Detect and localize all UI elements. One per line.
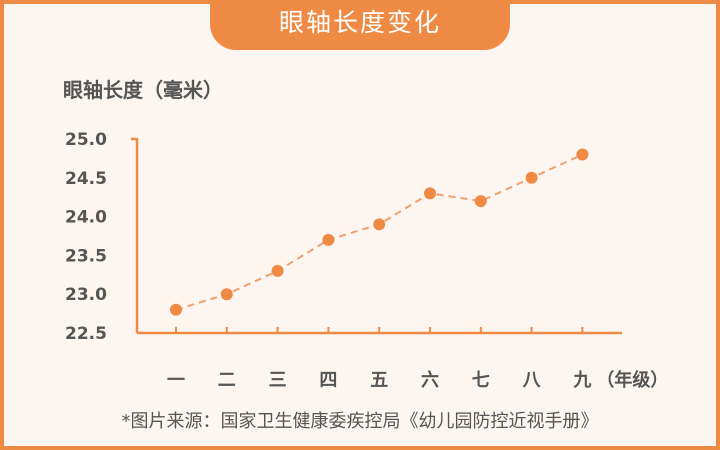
y-axis-label: 眼轴长度（毫米） xyxy=(63,78,223,102)
data-point xyxy=(424,187,436,200)
data-point xyxy=(170,303,182,316)
data-point xyxy=(373,218,386,231)
source-note: *图片来源：国家卫生健康委疾控局《幼儿园防控近视手册》 xyxy=(121,411,599,432)
x-tick-label: 六 xyxy=(421,369,439,391)
x-tick-label: 四 xyxy=(319,370,337,391)
x-tick-label: 七 xyxy=(472,370,490,391)
chart-title: 眼轴长度变化 xyxy=(278,8,441,37)
data-point xyxy=(576,148,589,161)
y-tick-label: 24.0 xyxy=(65,208,107,228)
data-point xyxy=(322,233,335,246)
data-point xyxy=(525,171,538,184)
y-tick-label: 23.5 xyxy=(65,246,107,266)
x-tick-label: 八 xyxy=(523,370,542,391)
x-axis-label: （年级） xyxy=(596,369,668,391)
y-tick-label: 22.5 xyxy=(65,324,107,344)
x-tick-label: 一 xyxy=(167,370,185,391)
title-tab: 眼轴长度变化 xyxy=(210,0,510,50)
y-tick-label: 25.0 xyxy=(65,130,107,150)
x-tick-label: 九 xyxy=(572,370,591,391)
y-tick-label: 24.5 xyxy=(65,169,107,189)
y-tick-label: 23.0 xyxy=(65,285,107,305)
data-point xyxy=(220,288,233,301)
x-tick-label: 五 xyxy=(370,370,388,391)
data-point xyxy=(474,195,487,208)
x-tick-label: 二 xyxy=(218,370,236,391)
series-line xyxy=(175,153,583,311)
data-point xyxy=(271,264,284,277)
x-tick-label: 三 xyxy=(269,370,287,391)
